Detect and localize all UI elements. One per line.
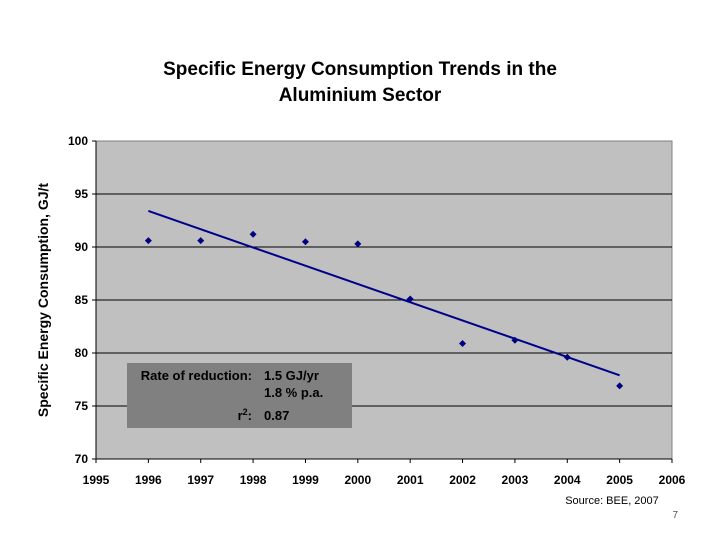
data-point — [563, 353, 571, 361]
page-number: 7 — [672, 510, 678, 521]
data-points — [144, 230, 624, 390]
chart-title: Specific Energy Consumption Trends in th… — [163, 59, 557, 106]
x-tick-label: 2005 — [606, 473, 633, 487]
data-point — [197, 237, 205, 245]
x-tick-label: 1996 — [135, 473, 162, 487]
x-tick-label: 1998 — [240, 473, 267, 487]
data-point — [616, 382, 624, 390]
y-tick-label: 100 — [68, 134, 88, 148]
data-point — [511, 336, 519, 344]
x-tick-label: 2003 — [502, 473, 529, 487]
annotation-value-rate: 1.5 GJ/yr — [264, 368, 319, 383]
x-tick-label: 1999 — [292, 473, 319, 487]
chart-title-line-1: Specific Energy Consumption Trends in th… — [163, 59, 557, 80]
annotation-box: Rate of reduction: 1.5 GJ/yr 1.8 % p.a. … — [127, 363, 352, 428]
y-axis: 70 75 80 85 90 95 100 — [68, 134, 97, 466]
data-point — [301, 238, 309, 246]
r2-r: r — [238, 408, 243, 423]
x-tick-label: 2006 — [659, 473, 686, 487]
y-tick-label: 80 — [75, 346, 89, 360]
annotation-label-r2: r2: — [238, 407, 252, 423]
annotation-value-r2: 0.87 — [264, 408, 289, 423]
x-tick-label: 1997 — [187, 473, 214, 487]
source-note: Source: BEE, 2007 — [565, 495, 659, 507]
r2-colon: : — [248, 408, 252, 423]
y-tick-label: 95 — [75, 187, 89, 201]
annotation-label-rate: Rate of reduction: — [141, 368, 252, 383]
data-point — [406, 295, 414, 303]
annotation-background — [127, 363, 352, 428]
data-point — [459, 339, 467, 347]
trend-line — [148, 210, 620, 377]
data-point — [144, 237, 152, 245]
annotation-value-percent: 1.8 % p.a. — [264, 385, 323, 400]
x-tick-label: 2002 — [449, 473, 476, 487]
y-tick-label: 75 — [75, 399, 89, 413]
x-tick-label: 1995 — [83, 473, 110, 487]
r2-superscript: 2 — [243, 407, 248, 417]
y-tick-label: 90 — [75, 240, 89, 254]
x-tick-label: 2001 — [397, 473, 424, 487]
x-tick-label: 2004 — [554, 473, 581, 487]
chart-title-line-2: Aluminium Sector — [279, 85, 442, 106]
x-axis: 1995 1996 1997 1998 1999 2000 2001 2002 2003 2004… — [83, 458, 686, 487]
data-point — [354, 240, 362, 248]
x-tick-label: 2000 — [344, 473, 371, 487]
y-tick-label: 70 — [75, 452, 89, 466]
y-tick-label: 85 — [75, 293, 89, 307]
y-axis-label: Specific Energy Consumption, GJ/t — [35, 183, 51, 417]
data-point — [249, 230, 257, 238]
